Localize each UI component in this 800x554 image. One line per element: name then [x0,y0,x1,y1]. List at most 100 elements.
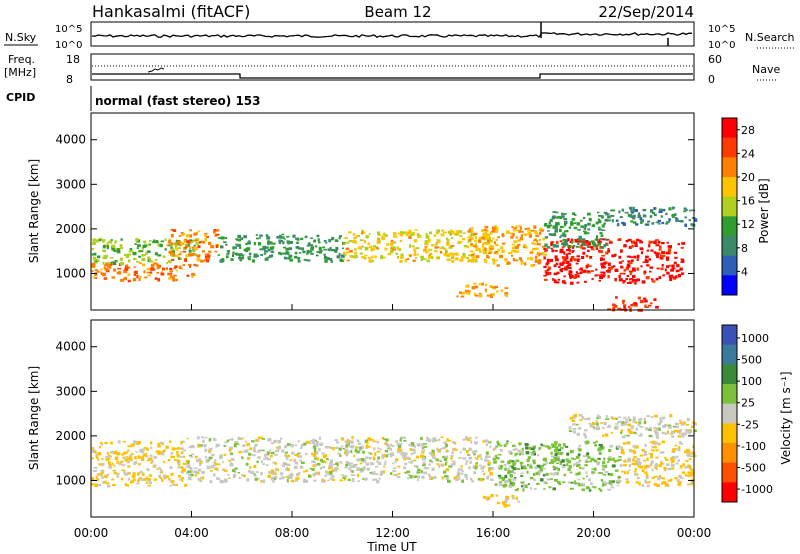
echo-cell [191,272,195,276]
echo-cell [286,479,289,483]
echo-cell [557,278,561,281]
echo-cell [331,478,336,481]
echo-cell [344,440,348,443]
echo-cell [178,462,181,466]
echo-cell [194,474,197,477]
echo-cell [588,478,591,482]
echo-cell [593,471,596,474]
echo-cell [315,443,319,447]
echo-cell [241,444,246,447]
echo-cell [371,260,374,263]
echo-cell [257,436,261,440]
echo-cell [102,256,105,260]
echo-cell [548,221,551,225]
echo-cell [501,478,506,482]
echo-cell [478,250,482,253]
echo-cell [346,438,349,441]
echo-cell [383,438,387,441]
echo-cell [146,476,149,480]
echo-cell [221,258,225,261]
echo-cell [559,228,562,233]
echo-cell [655,252,659,256]
echo-cell [266,451,270,455]
echo-cell [620,249,623,253]
echo-cell [534,243,537,246]
echo-cell [265,234,269,237]
echo-cell [362,466,366,470]
echo-cell [258,237,262,239]
beam-label: Beam 12 [364,3,431,21]
echo-cell [170,253,174,257]
echo-cell [223,453,227,456]
echo-cell [598,220,602,222]
echo-cell [183,449,187,452]
echo-cell [503,463,507,467]
echo-cell [484,235,488,238]
echo-cell [281,449,285,453]
echo-cell [503,503,507,506]
echo-cell [289,241,293,244]
echo-cell [604,244,609,246]
echo-cell [460,473,464,475]
echo-cell [304,480,308,483]
echo-cell [177,466,181,469]
echo-cell [547,230,550,232]
echo-cell [334,239,338,242]
echo-cell [563,258,567,262]
echo-cell [336,255,340,259]
echo-cell [215,233,220,236]
echo-cell [139,477,142,479]
echo-cell [326,473,330,476]
echo-cell [639,461,642,465]
echo-cell [368,451,371,455]
echo-cell [674,444,678,447]
echo-cell [599,447,603,451]
echo-cell [689,209,692,212]
echo-cell [586,270,591,274]
echo-cell [239,256,242,260]
echo-cell [142,453,146,457]
echo-cell [150,461,153,464]
echo-cell [395,474,398,477]
echo-cell [520,463,523,467]
echo-cell [391,445,395,447]
echo-cell [345,453,349,457]
echo-cell [560,225,564,228]
echo-cell [561,215,565,218]
echo-cell [478,294,483,298]
echo-cell [487,462,491,466]
echo-cell [132,478,136,482]
echo-cell [243,474,246,478]
echo-cell [179,466,184,469]
echo-cell [167,240,172,244]
echo-cell [671,435,675,438]
echo-cell [344,466,348,469]
echo-cell [585,454,589,457]
echo-cell [658,223,661,225]
echo-cell [172,275,175,279]
echo-cell [182,250,187,253]
echo-cell [585,460,589,463]
echo-cell [467,239,472,243]
colorbar-segment [722,325,737,346]
echo-cell [631,303,636,307]
echo-cell [189,234,192,238]
echo-cell [263,457,266,460]
echo-cell [455,258,458,261]
echo-cell [566,265,569,268]
echo-cell [623,305,626,309]
echo-cell [409,448,413,452]
echo-cell [533,225,537,229]
echo-cell [505,294,509,298]
echo-cell [180,441,183,445]
echo-cell [239,245,242,249]
echo-cell [319,458,323,462]
echo-cell [116,452,121,455]
echo-cell [648,240,652,244]
echo-cell [91,248,95,250]
echo-cell [188,474,192,477]
echo-cell [339,479,344,482]
echo-cell [552,244,557,246]
echo-cell [666,430,669,434]
echo-cell [407,474,412,476]
